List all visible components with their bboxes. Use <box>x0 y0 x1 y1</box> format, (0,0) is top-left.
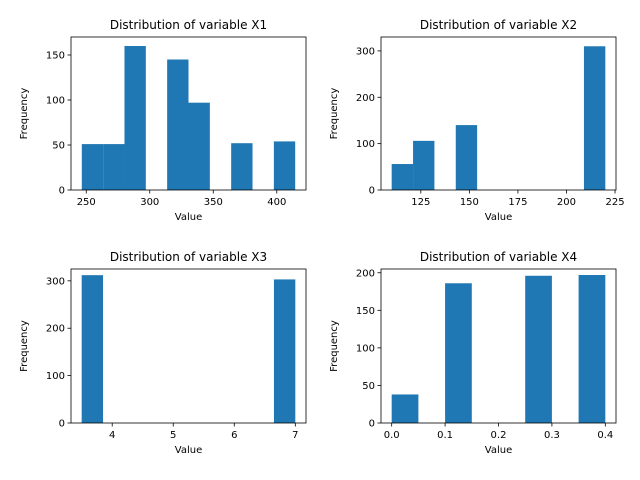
histogram-bar <box>583 46 606 190</box>
subplot-x4: Value Frequency 0.0 0.1 0.2 0.3 0.4 0 50 100 150… <box>329 250 617 456</box>
x-tick-label: 0.4 <box>597 430 613 441</box>
y-tick-label: 300 <box>356 46 375 57</box>
y-tick-label: 150 <box>46 51 65 62</box>
x-tick-label: 175 <box>508 197 527 208</box>
y-axis-label: Frequency <box>19 88 30 140</box>
histogram-bar <box>391 394 419 423</box>
y-tick-label: 0 <box>59 186 65 197</box>
histogram-bar <box>413 140 435 190</box>
subplot-x2: Value Frequency 125 150 175 200 225 0 100 200 30… <box>329 18 625 223</box>
x-tick-label: 4 <box>109 430 115 441</box>
histogram-bar <box>81 275 104 423</box>
x-tick-label: 125 <box>411 197 430 208</box>
y-axis-label: Frequency <box>19 320 30 372</box>
y-tick-label: 150 <box>356 306 375 317</box>
y-axis-label: Frequency <box>329 320 340 372</box>
x-tick-label: 250 <box>77 197 96 208</box>
subplot-title: Distribution of variable X1 <box>110 18 267 32</box>
histogram-bar <box>273 279 296 423</box>
y-tick-label: 300 <box>46 276 65 287</box>
y-tick-label: 200 <box>356 93 375 104</box>
histogram-bar <box>391 164 414 190</box>
histogram-bar <box>103 144 125 190</box>
x-tick-label: 300 <box>140 197 159 208</box>
y-tick-label: 200 <box>46 324 65 335</box>
y-tick-label: 100 <box>46 96 65 107</box>
axes-frame <box>380 36 617 191</box>
axes-frame <box>70 268 307 424</box>
x-tick-label: 200 <box>557 197 576 208</box>
histogram-bar <box>525 275 552 423</box>
x-tick-label: 0.3 <box>544 430 560 441</box>
y-tick-label: 100 <box>356 139 375 150</box>
x-tick-label: 0.2 <box>491 430 507 441</box>
subplot-x3: Value Frequency 4 5 6 7 0 100 200 300 Distributi… <box>19 250 307 456</box>
y-tick-label: 0 <box>369 419 375 430</box>
histogram-bar <box>167 59 189 190</box>
x-tick-label: 0.0 <box>384 430 400 441</box>
x-tick-label: 7 <box>292 430 298 441</box>
x-tick-label: 0.1 <box>437 430 453 441</box>
subplot-title: Distribution of variable X4 <box>420 250 577 264</box>
subplot-title: Distribution of variable X3 <box>110 250 267 264</box>
histogram-bar <box>81 144 104 190</box>
histogram-bar <box>578 275 606 423</box>
x-tick-label: 5 <box>170 430 176 441</box>
x-axis-label: Value <box>485 445 512 456</box>
histogram-bar <box>455 125 478 190</box>
histogram-bar <box>231 143 253 190</box>
x-tick-label: 400 <box>267 197 286 208</box>
x-tick-label: 150 <box>460 197 479 208</box>
x-tick-label: 6 <box>231 430 237 441</box>
y-tick-label: 100 <box>46 371 65 382</box>
y-tick-label: 0 <box>369 186 375 197</box>
x-axis-label: Value <box>175 445 202 456</box>
histogram-bar <box>188 102 210 190</box>
x-tick-label: 350 <box>204 197 223 208</box>
y-tick-label: 200 <box>356 268 375 279</box>
y-tick-label: 0 <box>59 419 65 430</box>
x-tick-label: 225 <box>605 197 624 208</box>
y-tick-label: 50 <box>52 141 65 152</box>
subplot-title: Distribution of variable X2 <box>420 18 577 32</box>
x-axis-label: Value <box>175 212 202 223</box>
y-tick-label: 100 <box>356 343 375 354</box>
histogram-bar <box>273 141 296 190</box>
histogram-bar <box>445 283 472 423</box>
y-axis-label: Frequency <box>329 88 340 140</box>
histogram-bar <box>124 46 146 190</box>
y-tick-label: 50 <box>362 381 375 392</box>
subplot-x1: Value Frequency 250 300 350 400 0 50 100 150 Dis… <box>19 18 307 223</box>
axes-frame <box>70 36 307 191</box>
x-axis-label: Value <box>485 212 512 223</box>
